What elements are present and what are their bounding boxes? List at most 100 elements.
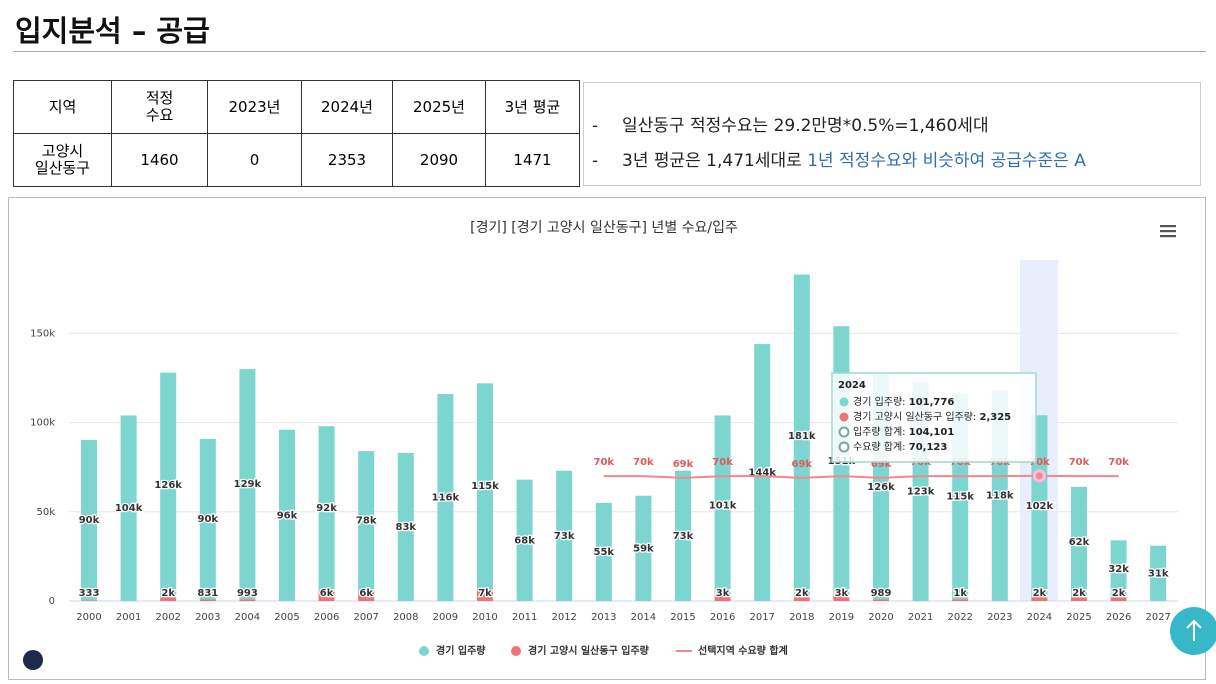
cell: 1471 bbox=[485, 133, 580, 187]
x-tick-label: 2011 bbox=[512, 612, 537, 623]
line bbox=[603, 474, 1119, 479]
bar bbox=[952, 599, 969, 601]
data-label: 90k bbox=[198, 514, 219, 525]
supply-table: 지역 적정 수요 2023년 2024년 2025년 3년 평균 고양시 일산동… bbox=[13, 80, 580, 187]
header-cell: 3년 평균 bbox=[485, 80, 580, 134]
bar bbox=[239, 369, 256, 600]
data-label: 115k bbox=[471, 481, 499, 492]
data-label: 6k bbox=[320, 588, 334, 599]
tooltip-label: 수요량 합계: bbox=[853, 441, 909, 453]
tooltip-box bbox=[831, 372, 1037, 463]
cell: 2090 bbox=[392, 133, 486, 187]
x-tick-label: 2019 bbox=[829, 612, 854, 623]
data-label: 118k bbox=[986, 491, 1014, 502]
tooltip-item: 경기 입주량: 101,776 bbox=[853, 395, 954, 408]
tooltip-value: 70,123 bbox=[909, 442, 948, 453]
x-tick-label: 2001 bbox=[116, 612, 141, 623]
data-label: 115k bbox=[946, 492, 974, 503]
bar bbox=[793, 597, 810, 601]
bar bbox=[318, 426, 335, 591]
x-tick-label: 2010 bbox=[472, 612, 497, 623]
table-header: 지역 적정 수요 2023년 2024년 2025년 3년 평균 bbox=[13, 80, 580, 134]
data-label: 62k bbox=[1069, 537, 1090, 548]
line-label: 70k bbox=[1029, 457, 1050, 468]
chart-box bbox=[8, 197, 1206, 680]
data-label: 3k bbox=[716, 588, 730, 599]
bar bbox=[714, 595, 731, 601]
tooltip-dot bbox=[839, 397, 849, 407]
bar bbox=[160, 372, 177, 598]
table-row: 고양시 일산동구 1460 0 2353 2090 1471 bbox=[13, 133, 580, 187]
bar bbox=[1110, 597, 1127, 601]
bar bbox=[635, 495, 652, 601]
tooltip-item: 입주량 합계: 104,101 bbox=[853, 425, 954, 438]
bar bbox=[556, 470, 573, 601]
note-text: 일산동구 적정수요는 29.2만명*0.5%=1,460세대 bbox=[622, 116, 989, 136]
data-label: 83k bbox=[396, 522, 417, 533]
y-tick-label: 0 bbox=[49, 596, 55, 607]
data-label: 3k bbox=[835, 588, 849, 599]
chart-title: [경기] [경기 고양시 일산동구] 년별 수요/입주 bbox=[470, 220, 738, 236]
data-label: 993 bbox=[237, 588, 258, 599]
bar bbox=[199, 438, 216, 600]
bar bbox=[1071, 597, 1087, 601]
data-label: 831 bbox=[197, 588, 218, 599]
data-label: 126k bbox=[154, 480, 182, 491]
line-label: 69k bbox=[792, 459, 813, 470]
line-label: 70k bbox=[594, 457, 615, 468]
bar bbox=[477, 383, 493, 589]
cell: 1460 bbox=[111, 133, 208, 187]
data-label: 104k bbox=[115, 503, 143, 514]
data-label: 116k bbox=[432, 493, 460, 504]
x-tick-label: 2009 bbox=[433, 612, 458, 623]
bar bbox=[1071, 486, 1087, 598]
data-label: 32k bbox=[1108, 564, 1129, 575]
data-label: 73k bbox=[554, 531, 575, 542]
x-tick-label: 2023 bbox=[987, 612, 1012, 623]
tooltip-label: 경기 입주량: bbox=[853, 395, 909, 408]
x-tick-label: 2012 bbox=[551, 612, 576, 623]
tooltip-item: 수요량 합계: 70,123 bbox=[853, 441, 947, 453]
line-label: 69k bbox=[871, 459, 892, 470]
line-label: 70k bbox=[712, 457, 733, 468]
x-tick-label: 2000 bbox=[76, 612, 101, 623]
bar bbox=[595, 502, 612, 601]
bar bbox=[318, 590, 335, 601]
x-tick-label: 2003 bbox=[195, 612, 220, 623]
x-tick-label: 2014 bbox=[631, 612, 656, 623]
menu-icon[interactable] bbox=[1160, 225, 1176, 238]
x-tick-label: 2005 bbox=[274, 612, 299, 623]
note: - 3년 평균은 1,471세대로 1년 적정수요와 비슷하여 공급수준은 A bbox=[592, 146, 1200, 171]
data-label: 129k bbox=[234, 479, 262, 490]
bar bbox=[437, 394, 454, 601]
legend-label: 경기 입주량 bbox=[436, 644, 486, 657]
data-label: 90k bbox=[79, 515, 100, 526]
bar bbox=[793, 274, 810, 598]
x-tick-label: 2013 bbox=[591, 612, 616, 623]
tooltip-value: 101,776 bbox=[909, 397, 955, 408]
hover-point bbox=[1032, 469, 1046, 483]
tooltip-dot bbox=[838, 426, 850, 438]
x-tick-label: 2025 bbox=[1066, 612, 1091, 623]
x-tick-label: 2026 bbox=[1106, 612, 1131, 623]
x-tick-label: 2020 bbox=[868, 612, 893, 623]
data-label: 1k bbox=[953, 588, 967, 599]
line-label: 70k bbox=[1108, 457, 1129, 468]
x-tick-label: 2018 bbox=[789, 612, 814, 623]
bar bbox=[833, 595, 850, 601]
bar bbox=[1150, 545, 1167, 601]
data-label: 2k bbox=[1112, 588, 1126, 599]
bar bbox=[358, 590, 375, 601]
cell: 고양시 일산동구 bbox=[13, 133, 112, 187]
tooltip-label: 입주량 합계: bbox=[853, 425, 909, 438]
x-tick-label: 2004 bbox=[235, 612, 260, 623]
data-label: 333 bbox=[79, 588, 100, 599]
bar bbox=[516, 479, 533, 601]
x-tick-label: 2007 bbox=[353, 612, 378, 623]
data-label: 2k bbox=[1033, 588, 1047, 599]
data-label: 55k bbox=[594, 547, 615, 558]
header-cell: 2025년 bbox=[392, 80, 486, 134]
x-tick-label: 2021 bbox=[908, 612, 933, 623]
data-label: 123k bbox=[907, 486, 935, 497]
line-label: 70k bbox=[633, 457, 654, 468]
